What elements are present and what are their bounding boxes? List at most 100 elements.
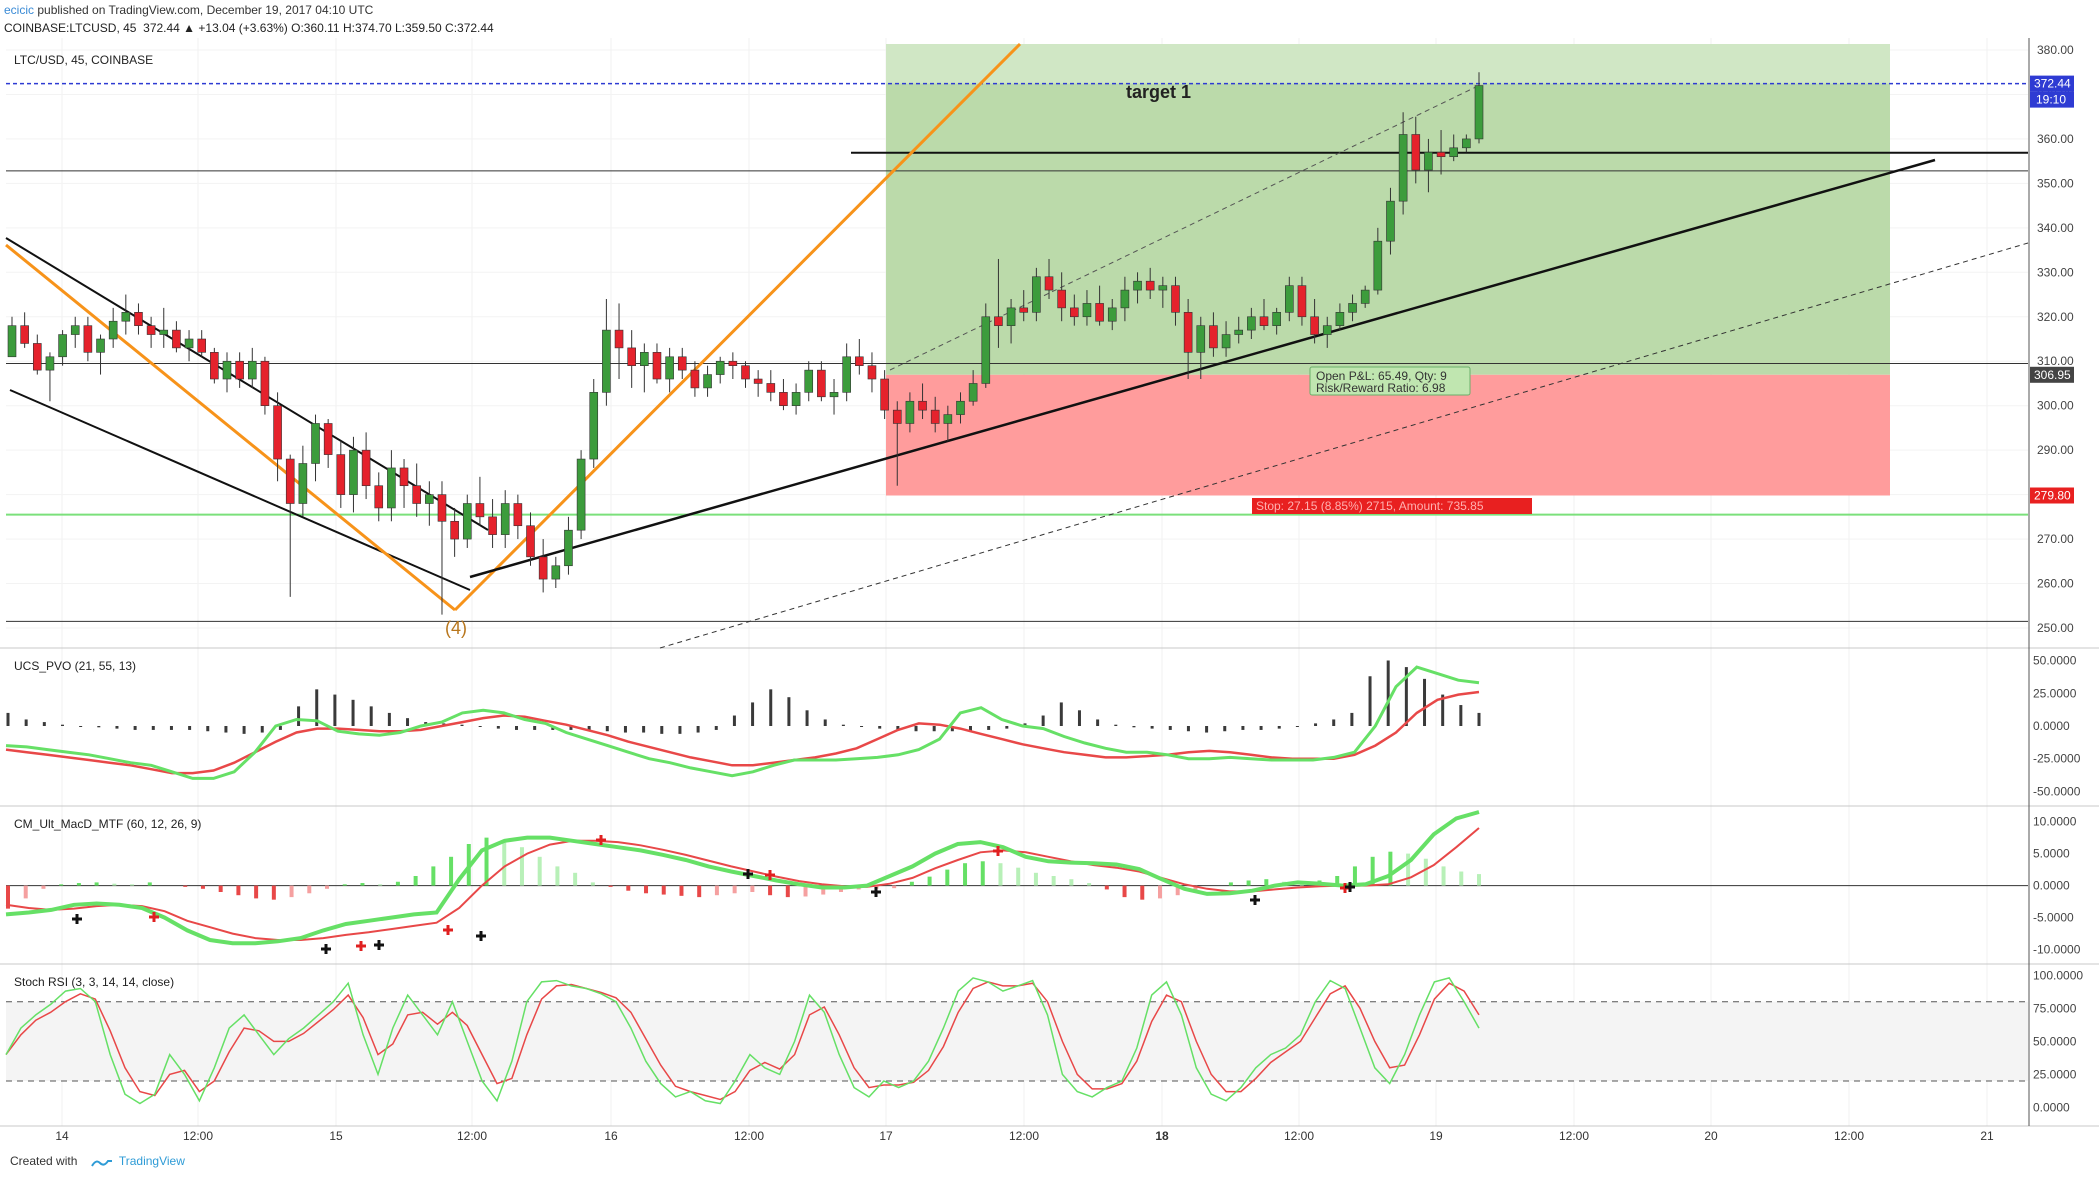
channel-lower-line xyxy=(9,389,471,591)
candle-body xyxy=(58,334,67,358)
symbol-title: LTC/USD, 45, COINBASE xyxy=(14,53,153,67)
macd-tick-label: 5.0000 xyxy=(2033,847,2070,861)
time-tick-label: 18 xyxy=(1155,1129,1169,1143)
candle-body xyxy=(779,392,788,406)
macd-tick-label: 10.0000 xyxy=(2033,815,2077,829)
macd-cross-marker xyxy=(321,944,331,954)
candle-body xyxy=(172,329,181,349)
price-tick-label: 250.00 xyxy=(2037,621,2074,635)
publish-info: ecicic published on TradingView.com, Dec… xyxy=(4,3,373,17)
tradingview-brand-link[interactable]: TradingView xyxy=(118,1154,185,1168)
candle-body xyxy=(1070,307,1079,318)
candle-body xyxy=(1474,85,1484,140)
candle-body xyxy=(1145,280,1155,291)
price-tick-label: 310.00 xyxy=(2037,354,2074,368)
candle-body xyxy=(1044,276,1054,291)
candle-body xyxy=(867,365,877,380)
candle-body xyxy=(1133,280,1142,291)
candle-body xyxy=(766,383,776,393)
time-tick-label: 20 xyxy=(1704,1129,1718,1143)
last-price-badge-bg xyxy=(2030,75,2074,92)
price-tick-label: 300.00 xyxy=(2037,399,2074,413)
candle-body xyxy=(804,369,814,393)
macd-tick-label: 0.0000 xyxy=(2033,879,2070,893)
candle-body xyxy=(311,423,320,464)
author-link[interactable]: ecicic xyxy=(4,3,35,17)
time-tick-label: 12:00 xyxy=(1834,1129,1864,1143)
stoch-d-line xyxy=(5,981,1480,1101)
time-tick-label: 14 xyxy=(55,1129,69,1143)
candle-body xyxy=(652,352,662,380)
macd-tick-label: -5.0000 xyxy=(2033,911,2074,925)
time-tick-label: 12:00 xyxy=(1559,1129,1589,1143)
stop-price-badge-bg xyxy=(2030,487,2074,504)
price-tick-label: 260.00 xyxy=(2037,577,2074,591)
candle-body xyxy=(1171,285,1180,313)
target-annotation: target 1 xyxy=(1126,82,1191,102)
candle-body xyxy=(387,467,396,509)
candle-body xyxy=(1272,312,1281,326)
candle-body xyxy=(475,503,485,518)
candle-body xyxy=(1373,240,1383,291)
price-tick-label: 380.00 xyxy=(2037,43,2074,57)
candle-body xyxy=(45,356,55,371)
candle-body xyxy=(753,378,763,384)
candle-body xyxy=(146,325,156,335)
rising-trendline xyxy=(469,158,1936,579)
candle-body xyxy=(361,449,371,487)
candle-body xyxy=(450,520,459,540)
candle-body xyxy=(892,409,902,424)
created-with-text: Created with xyxy=(10,1154,78,1168)
orange-wave-line xyxy=(453,42,1022,612)
stoch-tick-label: 100.0000 xyxy=(2033,968,2083,982)
pvo-tick-label: -25.0000 xyxy=(2033,752,2081,766)
macd-cross-marker xyxy=(743,869,753,879)
candle-body xyxy=(1259,316,1269,326)
macd-line xyxy=(5,810,1480,946)
pvo-tick-label: 50.0000 xyxy=(2033,654,2077,668)
candle-body xyxy=(134,312,143,326)
candle-body xyxy=(1183,312,1193,353)
tradingview-logo-icon xyxy=(90,1157,113,1167)
stoch-tick-label: 25.0000 xyxy=(2033,1067,2077,1081)
candle-body xyxy=(336,454,346,495)
price-tick-label: 320.00 xyxy=(2037,310,2074,324)
macd-tick-label: -10.0000 xyxy=(2033,943,2081,957)
macd-cross-marker xyxy=(443,925,453,935)
candle-body xyxy=(817,369,826,398)
candle-body xyxy=(981,316,991,384)
pvo-line xyxy=(5,665,1480,780)
candle-body xyxy=(1335,312,1345,326)
candle-body xyxy=(665,356,674,380)
countdown-badge: 19:10 xyxy=(2036,93,2066,107)
candle-body xyxy=(32,343,42,371)
entry-price-badge-bg xyxy=(2030,366,2074,383)
time-tick-label: 12:00 xyxy=(1009,1129,1039,1143)
candle-body xyxy=(260,360,270,406)
candle-body xyxy=(1057,289,1066,309)
pnl-box-bg xyxy=(1309,366,1471,396)
candle-body xyxy=(20,325,29,344)
candle-body xyxy=(1348,303,1357,313)
candle-body xyxy=(349,449,358,495)
dashed-trendline xyxy=(659,242,2029,649)
candle-body xyxy=(589,392,599,460)
stoch-band xyxy=(6,1001,2028,1081)
stop-price-badge: 279.80 xyxy=(2034,489,2071,503)
candle-body xyxy=(1386,200,1395,242)
macd-title: CM_Ult_MacD_MTF (60, 12, 26, 9) xyxy=(14,817,201,831)
candle-body xyxy=(1082,303,1092,318)
candle-body xyxy=(1322,325,1332,335)
candle-body xyxy=(500,503,510,535)
pnl-text: Open P&L: 65.49, Qty: 9 xyxy=(1316,369,1447,383)
candle-body xyxy=(1462,138,1471,149)
candle-body xyxy=(741,365,750,380)
stoch-title: Stoch RSI (3, 3, 14, 14, close) xyxy=(14,975,174,989)
candle-body xyxy=(96,338,105,353)
stoch-k-line xyxy=(5,977,1480,1105)
risk-reward-text: Risk/Reward Ratio: 6.98 xyxy=(1316,381,1446,395)
candle-body xyxy=(538,556,548,580)
